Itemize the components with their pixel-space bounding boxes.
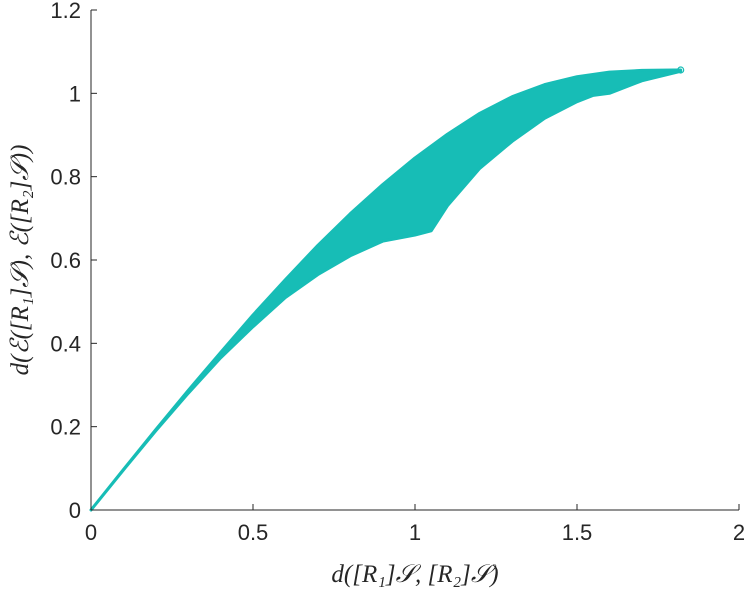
scatter-point <box>677 66 685 74</box>
y-axis-label: d(ℰ([R₁]𝒮), ℰ([R₂]𝒮)) <box>7 145 34 376</box>
x-tick-label: 1 <box>409 520 421 545</box>
plot-area <box>89 66 685 512</box>
x-tick-label: 0.5 <box>238 520 269 545</box>
x-axis-label: d([R₁]𝒮, [R₂]𝒮) <box>331 561 498 588</box>
y-tick-label: 0.6 <box>50 248 81 273</box>
x-ticks: 0 0.5 1 1.5 2 <box>85 504 745 545</box>
scatter-point-cloud <box>89 68 683 512</box>
x-tick-label: 2 <box>733 520 745 545</box>
axes <box>90 10 739 511</box>
y-tick-label: 0.8 <box>50 165 81 190</box>
y-tick-label: 0.2 <box>50 415 81 440</box>
y-ticks: 0 0.2 0.4 0.6 0.8 1 1.2 <box>50 0 97 523</box>
y-tick-label: 0 <box>69 498 81 523</box>
x-tick-label: 0 <box>85 520 97 545</box>
y-tick-label: 1 <box>69 81 81 106</box>
y-tick-label: 0.4 <box>50 331 81 356</box>
x-tick-label: 1.5 <box>562 520 593 545</box>
y-tick-label: 1.2 <box>50 0 81 23</box>
